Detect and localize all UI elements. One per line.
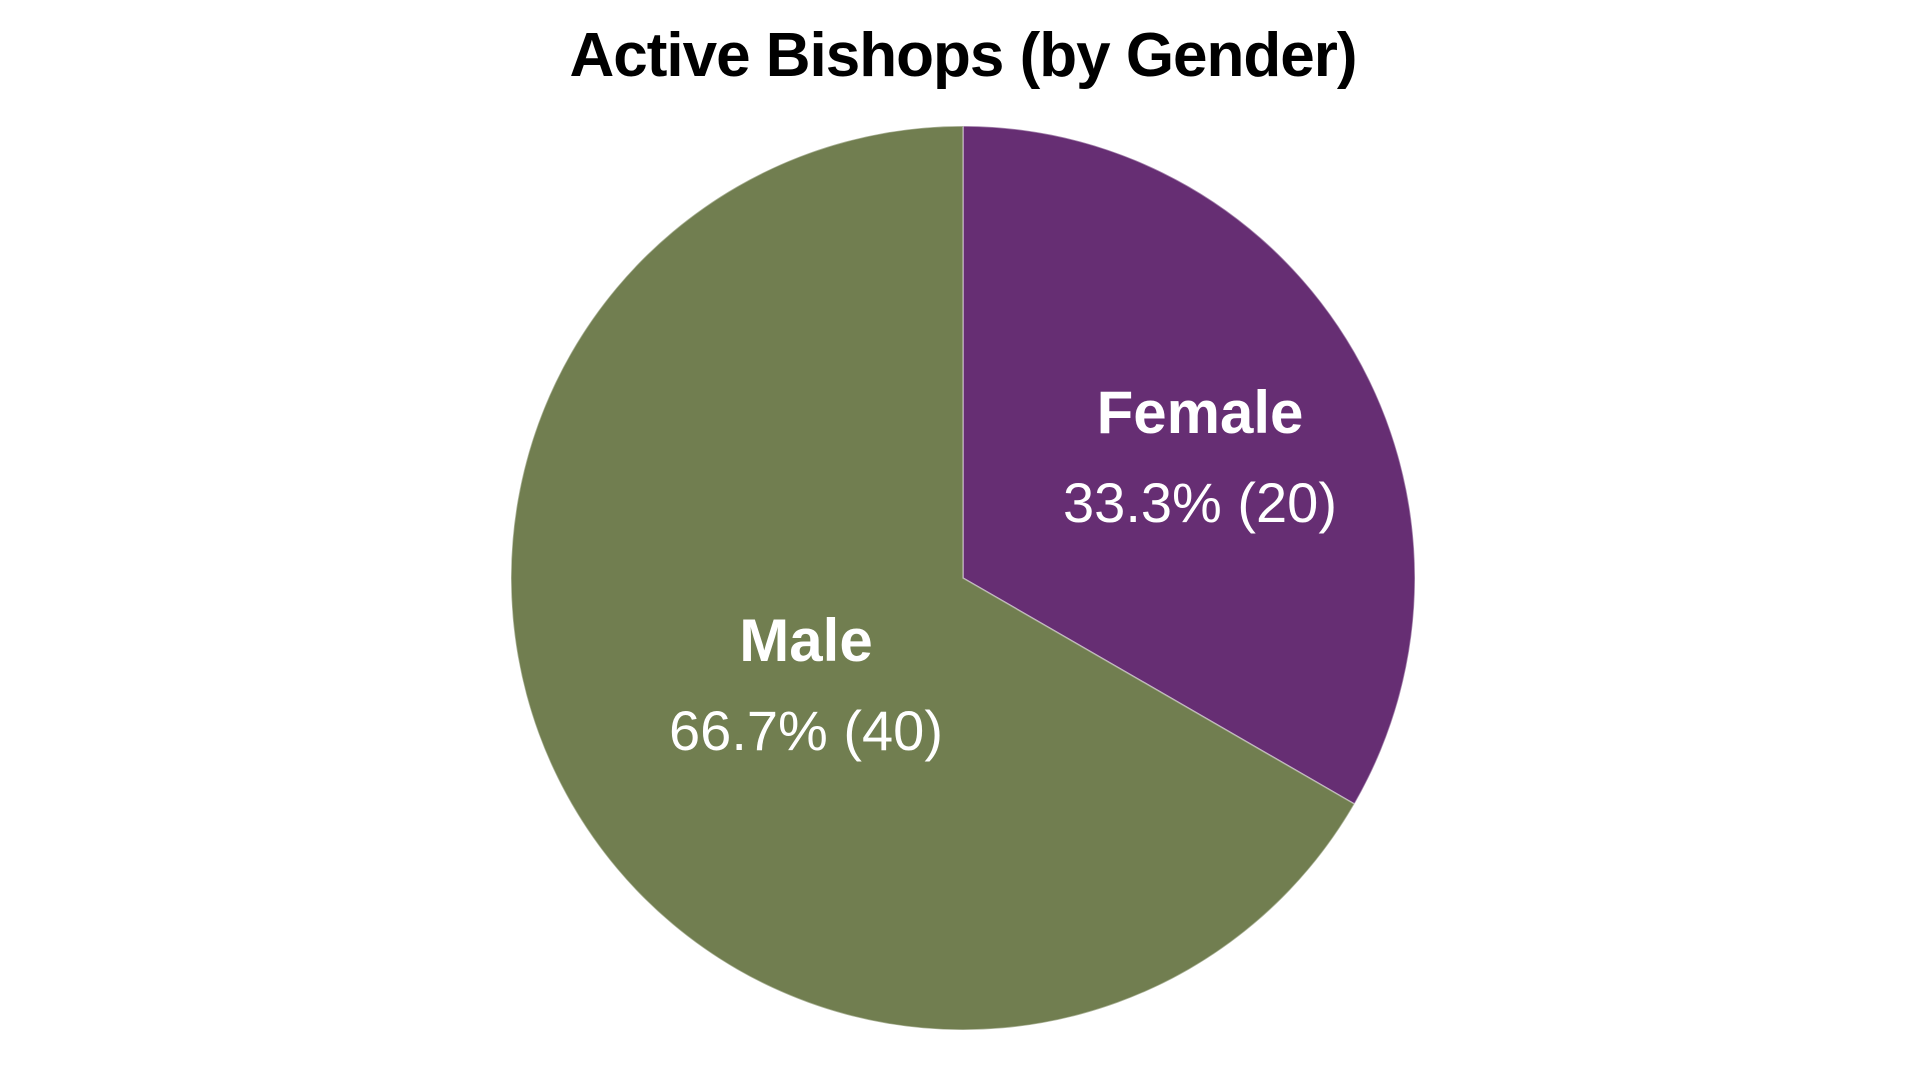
slice-name-male: Male	[739, 607, 873, 674]
slice-value-male: 66.7% (40)	[669, 699, 943, 762]
chart-title: Active Bishops (by Gender)	[569, 21, 1357, 90]
pie-slice-male	[510, 125, 1356, 1031]
slice-label-female: Female 33.3% (20)	[1063, 368, 1337, 548]
slice-label-male: Male 66.7% (40)	[669, 596, 943, 776]
slice-name-female: Female	[1096, 379, 1304, 446]
slice-value-female: 33.3% (20)	[1063, 471, 1337, 534]
pie-slice-female	[962, 125, 1416, 806]
